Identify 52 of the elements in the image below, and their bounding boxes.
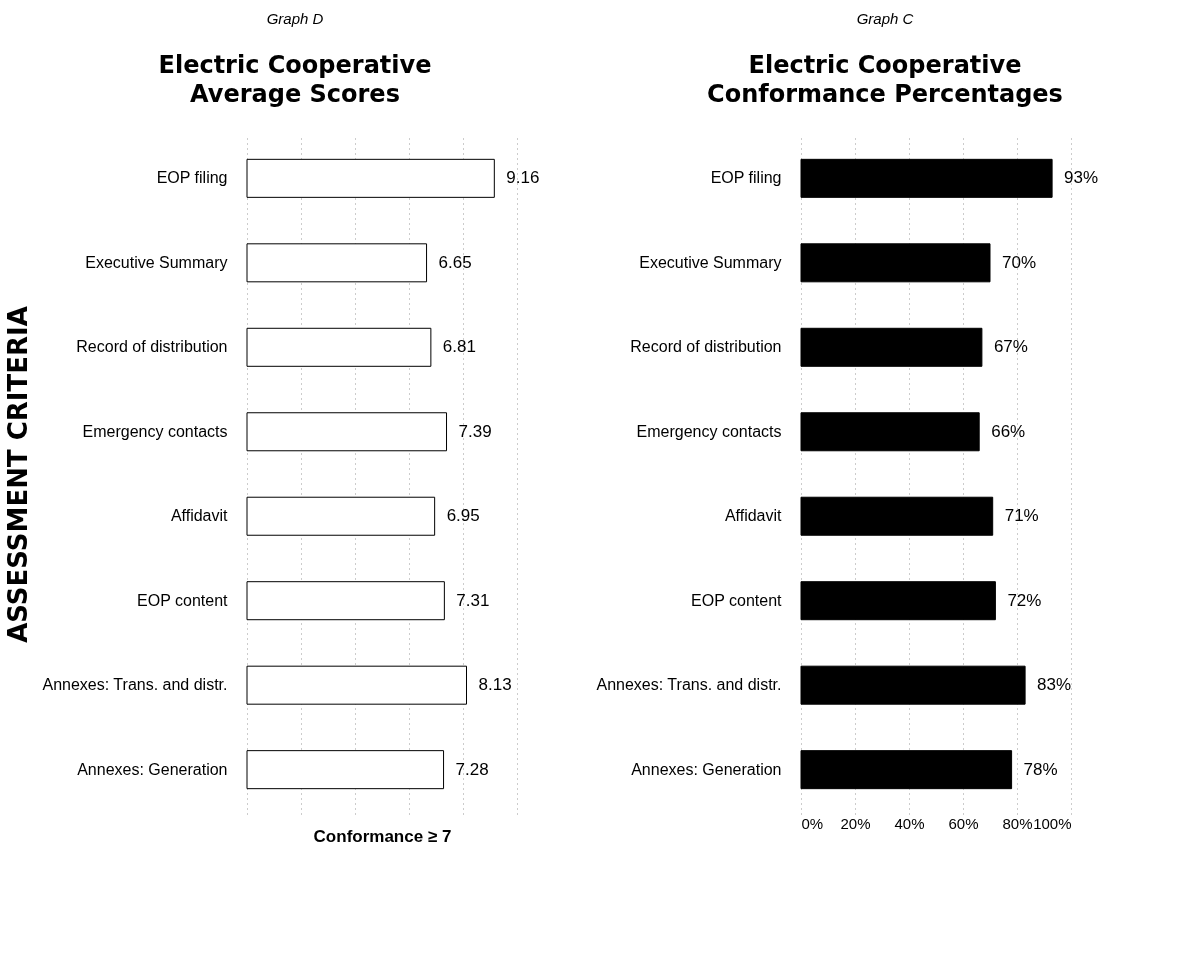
data-label: 7.28 <box>455 759 489 779</box>
y-tick-label: Emergency contacts <box>82 422 228 440</box>
data-label: 9.16 <box>506 167 540 187</box>
chart-title: Electric Cooperative Conformance Percentages <box>706 51 1064 109</box>
bar <box>246 242 428 282</box>
x-tick-label: 80% <box>1002 814 1033 832</box>
x-axis-title: Conformance ≥ 7 <box>313 826 452 846</box>
y-tick-label: Affidavit <box>170 506 229 524</box>
y-tick-label: Record of distribution <box>76 337 228 355</box>
y-tick-label: EOP filing <box>156 168 228 186</box>
data-label: 6.95 <box>446 505 480 525</box>
y-tick-label: Annexes: Trans. and distr. <box>596 675 782 693</box>
y-tick-label: Annexes: Generation <box>631 760 782 778</box>
data-label: 6.65 <box>438 252 472 272</box>
y-tick-label: EOP content <box>137 591 229 609</box>
text: Graph C <box>855 10 915 27</box>
data-label: 78% <box>1023 759 1058 779</box>
y-tick-label: Affidavit <box>724 506 783 524</box>
y-tick-label: Emergency contacts <box>636 422 782 440</box>
data-label: 67% <box>993 336 1028 356</box>
y-tick-label: EOP content <box>691 591 783 609</box>
y-tick-label: Annexes: Generation <box>77 760 228 778</box>
y-tick-label: Record of distribution <box>630 337 782 355</box>
y-axis-title: ASSESSMENT CRITERIA <box>2 305 33 643</box>
y-tick-label: Executive Summary <box>85 253 228 271</box>
data-label: 66% <box>991 421 1026 441</box>
bar <box>246 580 445 620</box>
x-tick-label: 0% <box>801 814 824 832</box>
data-label: 7.31 <box>456 590 490 610</box>
data-label: 83% <box>1037 674 1072 694</box>
x-tick-label: 40% <box>894 814 925 832</box>
y-tick-label: Executive Summary <box>639 253 782 271</box>
x-tick-label: 20% <box>840 814 871 832</box>
bar <box>246 327 432 367</box>
bar <box>246 665 468 705</box>
data-label: 8.13 <box>478 674 512 694</box>
x-tick-label: 100% <box>1033 814 1072 832</box>
bar <box>246 749 445 789</box>
text: Graph D <box>265 10 325 27</box>
data-label: 6.81 <box>442 336 476 356</box>
data-label: 70% <box>1002 252 1037 272</box>
y-tick-label: EOP filing <box>710 168 782 186</box>
bar <box>246 411 448 451</box>
chart-title: Electric Cooperative Average Scores <box>157 51 433 109</box>
data-label: 93% <box>1064 167 1099 187</box>
data-label: 72% <box>1007 590 1042 610</box>
data-label: 71% <box>1004 505 1039 525</box>
data-label: 7.39 <box>458 421 492 441</box>
bar <box>246 496 436 536</box>
bar <box>246 158 495 198</box>
x-tick-label: 60% <box>948 814 979 832</box>
y-tick-label: Annexes: Trans. and distr. <box>42 675 228 693</box>
